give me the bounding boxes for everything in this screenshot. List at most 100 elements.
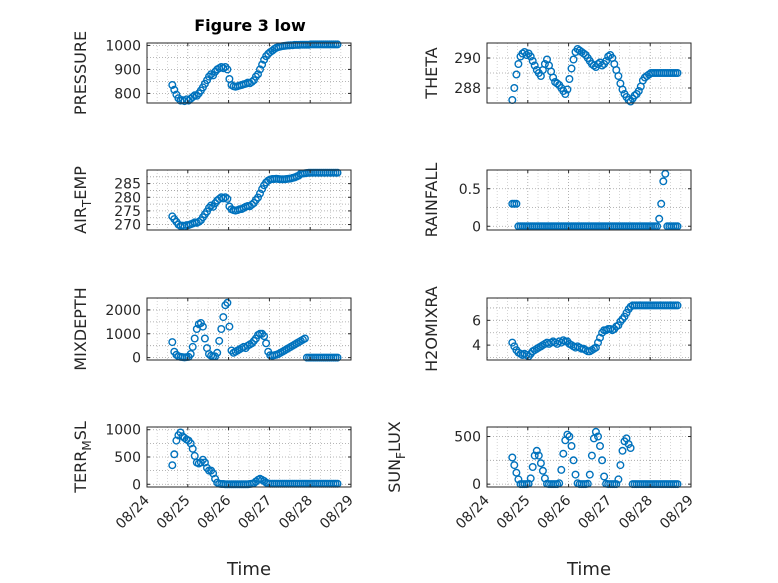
sun-flux-point: [557, 465, 566, 474]
rainfall-panel: 0 0.5 RAINFALL: [422, 163, 692, 237]
pressure-point: [223, 65, 232, 74]
theta-panel: 288 290 THETA: [422, 42, 692, 106]
sun-flux-point: [624, 440, 633, 449]
pressure-panel: 800 900 1000 PRESSURE: [71, 31, 352, 115]
mixdepth-ytick-label: 2000: [105, 303, 141, 319]
air-temp-point: [333, 168, 342, 177]
mixdepth-point: [219, 313, 228, 322]
air-temp-ylabel: AIRTEMP: [71, 166, 94, 234]
terr-msl-xlabel: Time: [226, 559, 271, 580]
sun-flux-ylabel: SUNFLUX: [385, 421, 408, 493]
sun-flux-point: [626, 444, 635, 453]
sun-flux-ytick-label: 0: [472, 477, 481, 493]
mixdepth-point: [217, 325, 226, 334]
theta-point: [634, 86, 643, 95]
theta-point: [549, 73, 558, 82]
pressure-point: [251, 72, 260, 81]
theta-axes-box: [486, 42, 692, 104]
theta-point: [567, 64, 576, 73]
theta-point: [510, 83, 519, 92]
pressure-axes-box: [146, 42, 352, 104]
sun-flux-point: [587, 451, 596, 460]
theta-point: [530, 61, 539, 70]
h2omixra-ytick-label: 4: [472, 338, 481, 354]
theta-ylabel: THETA: [422, 47, 441, 99]
mixdepth-point: [198, 322, 207, 331]
pressure-ylabel: PRESSURE: [71, 31, 90, 115]
theta-point: [563, 85, 572, 94]
theta-point: [540, 60, 549, 69]
sun-flux-xlabel: Time: [566, 559, 611, 580]
mixdepth-point: [223, 298, 232, 307]
terr-msl-ytick-label: 500: [114, 450, 141, 466]
theta-point: [618, 85, 627, 94]
sun-flux-point: [594, 432, 603, 441]
mixdepth-ytick-label: 1000: [105, 327, 141, 343]
h2omixra-point: [596, 333, 605, 342]
sun-flux-point: [598, 456, 607, 465]
h2omixra-panel: 4 6 H2OMIXRA: [422, 286, 692, 372]
h2omixra-axes-box: [486, 297, 692, 361]
sun-flux-point: [559, 449, 568, 458]
air-temp-ytick-label: 275: [114, 204, 141, 220]
theta-point: [561, 89, 570, 98]
pressure-ytick-label: 1000: [105, 38, 141, 54]
theta-point: [514, 60, 523, 69]
pressure-point: [170, 85, 179, 94]
rainfall-axes-box: [486, 169, 692, 231]
sun-flux-point: [510, 461, 519, 470]
theta-point: [512, 70, 521, 79]
theta-point: [569, 55, 578, 64]
rainfall-point: [512, 199, 521, 208]
sun-flux-point: [571, 470, 580, 479]
air-temp-ytick-label: 280: [114, 190, 141, 206]
pressure-point: [258, 60, 267, 69]
air-temp-point: [253, 193, 262, 202]
mixdepth-point: [260, 332, 269, 341]
mixdepth-point: [225, 322, 234, 331]
pressure-ytick-label: 800: [114, 86, 141, 102]
air-temp-point: [223, 194, 232, 203]
theta-point: [526, 52, 535, 61]
theta-point: [673, 68, 682, 77]
terr-msl-point: [176, 428, 185, 437]
mixdepth-ytick-label: 0: [132, 351, 141, 367]
mixdepth-point: [221, 301, 230, 310]
mixdepth-ylabel: MIXDEPTH: [71, 287, 90, 370]
theta-ytick-label: 290: [454, 51, 481, 67]
theta-point: [589, 61, 598, 70]
rainfall-point: [655, 214, 664, 223]
h2omixra-point: [673, 301, 682, 310]
mixdepth-axes-box: [146, 297, 352, 361]
terr-msl-ylabel: TERRMSL: [71, 421, 94, 494]
mixdepth-point: [333, 353, 342, 362]
pressure-point: [333, 40, 342, 49]
theta-point: [602, 57, 611, 66]
mixdepth-point: [215, 336, 224, 345]
mixdepth-point: [213, 348, 222, 357]
pressure-point: [168, 80, 177, 89]
pressure-point: [204, 72, 213, 81]
mixdepth-point: [186, 350, 195, 359]
sun-flux-point: [532, 446, 541, 455]
sun-flux-point: [600, 472, 609, 481]
h2omixra-ylabel: H2OMIXRA: [422, 286, 441, 372]
theta-point: [630, 91, 639, 100]
mixdepth-point: [168, 338, 177, 347]
theta-point: [528, 57, 537, 66]
h2omixra-ytick-label: 6: [472, 313, 481, 329]
mixdepth-point: [262, 339, 271, 348]
pressure-point: [262, 52, 271, 61]
sun-flux-point: [596, 442, 605, 451]
mixdepth-panel: 0 1000 2000 MIXDEPTH: [71, 287, 352, 371]
air-temp-axes-box: [146, 169, 352, 231]
terr-msl-point: [168, 461, 177, 470]
sun-flux-point: [569, 456, 578, 465]
theta-point: [614, 71, 623, 80]
mixdepth-point: [190, 334, 199, 343]
rainfall-point: [659, 177, 668, 186]
rainfall-ytick-label: 0: [472, 219, 481, 235]
h2omixra-point: [508, 338, 517, 347]
air-temp-point: [204, 203, 213, 212]
